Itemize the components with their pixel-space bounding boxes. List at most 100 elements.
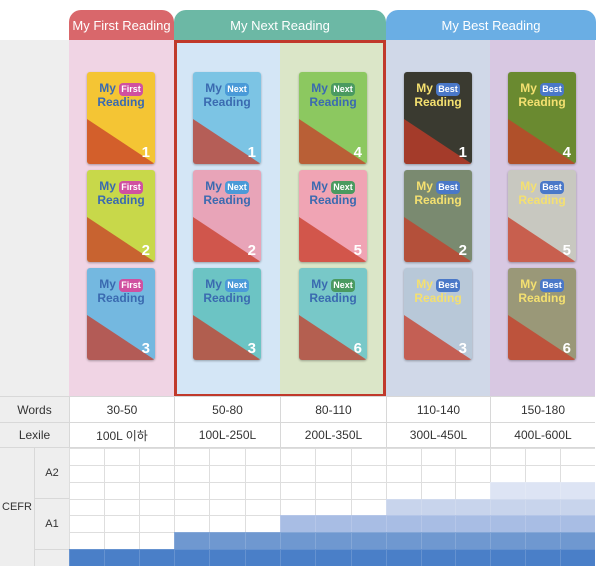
tab-my-best-reading[interactable]: My Best Reading: [386, 10, 596, 40]
tab-my-next-reading[interactable]: My Next Reading: [174, 10, 386, 40]
cefr-cell: [174, 549, 210, 566]
left-panel: [0, 40, 69, 396]
cefr-cell: [174, 464, 210, 482]
cefr-cell: [350, 515, 386, 533]
cefr-cell: [560, 532, 595, 550]
level-number: 5: [353, 242, 362, 259]
cefr-cell: [209, 481, 245, 499]
book-cover[interactable]: My Best Reading 1: [404, 72, 472, 164]
cover-title: My Best Reading: [414, 277, 462, 305]
cefr-cell: [386, 464, 421, 482]
book-cover[interactable]: My Best Reading 2: [404, 170, 472, 262]
cefr-cell: [280, 532, 316, 550]
book-cover[interactable]: My Next Reading 4: [299, 72, 367, 164]
cover-decoration: [87, 217, 155, 262]
book-cover[interactable]: My Next Reading 2: [193, 170, 261, 262]
cover-title: My Best Reading: [414, 81, 462, 109]
cover-title: My First Reading: [97, 179, 145, 207]
cefr-cell: [280, 448, 316, 465]
cefr-cell: [244, 481, 280, 499]
words-value: 30-50: [69, 397, 174, 422]
cover-title: My First Reading: [97, 277, 145, 305]
book-cover[interactable]: My First Reading 2: [87, 170, 155, 262]
book-cover[interactable]: My Next Reading 3: [193, 268, 261, 360]
cefr-a2-label: A2: [34, 448, 69, 499]
cefr-cell: [525, 481, 560, 499]
cefr-cell: [174, 532, 210, 550]
cefr-cell: [104, 448, 139, 465]
cover-decoration: [299, 315, 367, 360]
book-cover[interactable]: My Best Reading 4: [508, 72, 576, 164]
book-cover[interactable]: My Next Reading 5: [299, 170, 367, 262]
level-number: 2: [247, 242, 256, 259]
words-row: Words 30-50 50-80 80-110 110-140 150-180: [0, 396, 595, 423]
cefr-cell: [455, 532, 490, 550]
cefr-cell: [350, 464, 386, 482]
tab-my-first-reading[interactable]: My First Reading: [69, 10, 174, 40]
cefr-cell: [244, 532, 280, 550]
cover-title: My First Reading: [97, 81, 145, 109]
cefr-cell: [139, 515, 174, 533]
cover-decoration: [87, 315, 155, 360]
cefr-cell: [69, 481, 104, 499]
level-number: 6: [353, 340, 362, 357]
cefr-cell: [420, 532, 456, 550]
cefr-cell: [525, 498, 560, 516]
cefr-cell: [104, 481, 139, 499]
cefr-cell: [420, 464, 456, 482]
cefr-cell: [315, 532, 351, 550]
cefr-cell: [280, 481, 316, 499]
book-cover[interactable]: My Next Reading 1: [193, 72, 261, 164]
cefr-cell: [455, 464, 490, 482]
book-cover[interactable]: My Best Reading 5: [508, 170, 576, 262]
cefr-cell: [104, 515, 139, 533]
book-cover[interactable]: My First Reading 3: [87, 268, 155, 360]
level-number: 1: [247, 144, 256, 161]
lexile-label: Lexile: [0, 423, 69, 447]
cefr-cell: [280, 549, 316, 566]
cefr-cell: [209, 532, 245, 550]
cefr-cell: [386, 515, 421, 533]
cefr-cell: [420, 448, 456, 465]
cefr-cell: [560, 448, 595, 465]
cefr-cell: [455, 498, 490, 516]
cefr-cell: [386, 549, 421, 566]
cover-decoration: [404, 119, 472, 164]
cefr-cell: [490, 532, 525, 550]
cefr-cell: [386, 532, 421, 550]
cefr-cell: [139, 532, 174, 550]
book-cover[interactable]: My Next Reading 6: [299, 268, 367, 360]
book-cover[interactable]: My First Reading 1: [87, 72, 155, 164]
level-number: 2: [141, 242, 150, 259]
cefr-cell: [455, 549, 490, 566]
cefr-cell: [560, 549, 595, 566]
level-number: 3: [458, 340, 467, 357]
words-value: 110-140: [386, 397, 490, 422]
highlight-frame: [174, 40, 386, 397]
cover-title: My Next Reading: [309, 277, 357, 305]
cefr-cell: [104, 464, 139, 482]
cefr-cell: [69, 515, 104, 533]
cefr-cell: [315, 448, 351, 465]
cefr-cell: [350, 498, 386, 516]
cefr-cell: [315, 481, 351, 499]
cover-decoration: [193, 315, 261, 360]
cefr-cell: [420, 498, 456, 516]
cover-decoration: [404, 315, 472, 360]
book-cover[interactable]: My Best Reading 3: [404, 268, 472, 360]
lexile-value: 200L-350L: [280, 423, 386, 447]
cefr-cell: [560, 515, 595, 533]
cefr-cell: [244, 464, 280, 482]
cefr-cell: [209, 448, 245, 465]
cefr-cell: [350, 481, 386, 499]
cover-decoration: [508, 217, 576, 262]
level-number: 6: [562, 340, 571, 357]
cover-decoration: [299, 119, 367, 164]
level-number: 5: [562, 242, 571, 259]
cefr-cell: [139, 498, 174, 516]
book-cover[interactable]: My Best Reading 6: [508, 268, 576, 360]
cefr-cell: [560, 481, 595, 499]
cefr-cell: [69, 464, 104, 482]
cover-decoration: [404, 217, 472, 262]
cefr-cell: [244, 448, 280, 465]
